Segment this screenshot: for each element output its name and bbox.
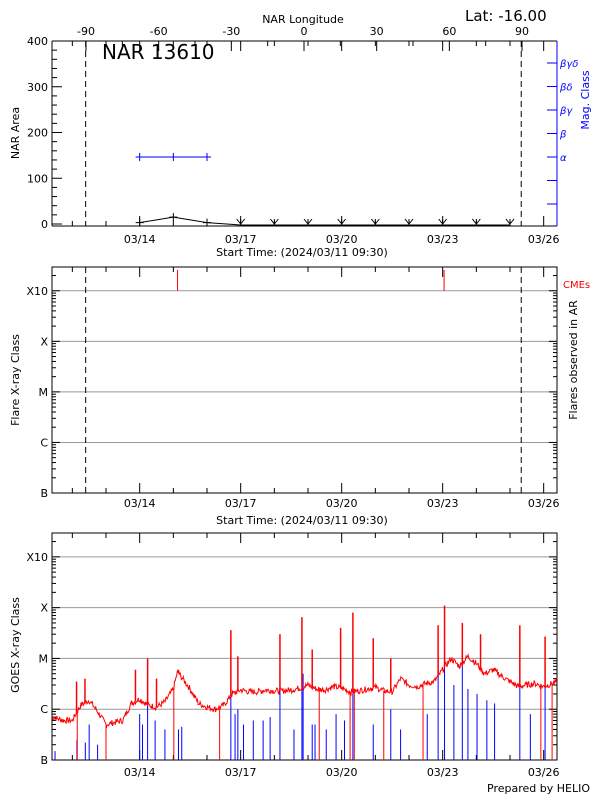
lon-tick-label: -90 bbox=[77, 25, 95, 38]
area-point bbox=[269, 218, 279, 225]
p1-x-label: Start Time: (2024/03/11 09:30) bbox=[216, 246, 388, 259]
p2-y2-label: Flares observed in AR bbox=[567, 300, 580, 420]
mag-tick-label: βγδ bbox=[559, 59, 578, 70]
lon-tick-label: 30 bbox=[370, 25, 384, 38]
mag-tick-label: β bbox=[559, 130, 567, 141]
x-tick-label: 03/17 bbox=[225, 497, 257, 510]
latitude-label: Lat: -16.00 bbox=[465, 7, 547, 25]
lon-tick-label: -60 bbox=[150, 25, 168, 38]
area-point bbox=[236, 218, 246, 225]
area-line bbox=[139, 216, 511, 226]
p2-x-label: Start Time: (2024/03/11 09:30) bbox=[216, 514, 388, 527]
x-tick-label: 03/26 bbox=[528, 233, 560, 246]
area-point bbox=[169, 213, 178, 222]
area-point bbox=[303, 218, 313, 225]
y-tick-label: 400 bbox=[27, 35, 48, 48]
area-point bbox=[471, 218, 481, 225]
x-tick-label: 03/26 bbox=[528, 497, 560, 510]
y-tick-label: M bbox=[39, 386, 49, 399]
area-point bbox=[370, 218, 380, 225]
area-point bbox=[337, 218, 347, 225]
cme-label: CMEs bbox=[563, 280, 590, 291]
y-tick-label: X bbox=[40, 602, 48, 615]
mag-class-point bbox=[203, 153, 212, 161]
mag-tick-label: βδ bbox=[559, 83, 573, 94]
y-tick-label: 0 bbox=[41, 218, 48, 231]
p1-y-label: NAR Area bbox=[9, 107, 22, 159]
panel-frame bbox=[51, 266, 558, 494]
x-tick-label: 03/23 bbox=[427, 233, 459, 246]
y-tick-label: B bbox=[40, 487, 48, 500]
y-tick-label: B bbox=[40, 754, 48, 767]
x-tick-label: 03/17 bbox=[225, 233, 257, 246]
y-tick-label: X10 bbox=[26, 285, 48, 298]
x-tick-label: 03/23 bbox=[427, 766, 459, 779]
p1-y2-label: Mag. Class bbox=[579, 70, 592, 129]
lon-tick-label: 90 bbox=[515, 25, 529, 38]
x-tick-label: 03/20 bbox=[326, 233, 358, 246]
mag-class-point bbox=[169, 153, 178, 161]
p2-y-label: Flare X-ray Class bbox=[9, 334, 22, 426]
mag-tick-label: α bbox=[560, 153, 567, 164]
panel-frame bbox=[51, 532, 558, 761]
x-tick-label: 03/17 bbox=[225, 766, 257, 779]
lon-tick-label: 60 bbox=[442, 25, 456, 38]
x-tick-label: 03/23 bbox=[427, 497, 459, 510]
x-tick-label: 03/20 bbox=[326, 497, 358, 510]
area-point bbox=[505, 218, 515, 225]
p3-y-label: GOES X-ray Class bbox=[9, 597, 22, 693]
y-tick-label: 100 bbox=[27, 172, 48, 185]
x-tick-label: 03/20 bbox=[326, 766, 358, 779]
y-tick-label: C bbox=[40, 703, 48, 716]
x-tick-label: 03/14 bbox=[124, 497, 156, 510]
long-channel-line bbox=[51, 653, 558, 730]
x-tick-label: 03/14 bbox=[124, 766, 156, 779]
y-tick-label: 200 bbox=[27, 127, 48, 140]
y-tick-label: X bbox=[40, 335, 48, 348]
top-axis-title: NAR Longitude bbox=[262, 13, 344, 26]
y-tick-label: X10 bbox=[26, 551, 48, 564]
y-tick-label: M bbox=[39, 652, 49, 665]
mag-class-point bbox=[135, 153, 144, 161]
x-tick-label: 03/14 bbox=[124, 233, 156, 246]
footer-credit: Prepared by HELIO bbox=[487, 782, 590, 795]
area-point bbox=[135, 218, 144, 227]
y-tick-label: C bbox=[40, 436, 48, 449]
area-point bbox=[404, 218, 414, 225]
area-point bbox=[438, 218, 448, 225]
y-tick-label: 300 bbox=[27, 81, 48, 94]
x-tick-label: 03/26 bbox=[528, 766, 560, 779]
area-point bbox=[203, 218, 212, 227]
lon-tick-label: -30 bbox=[222, 25, 240, 38]
mag-tick-label: βγ bbox=[559, 106, 573, 117]
lon-tick-label: 0 bbox=[301, 25, 308, 38]
